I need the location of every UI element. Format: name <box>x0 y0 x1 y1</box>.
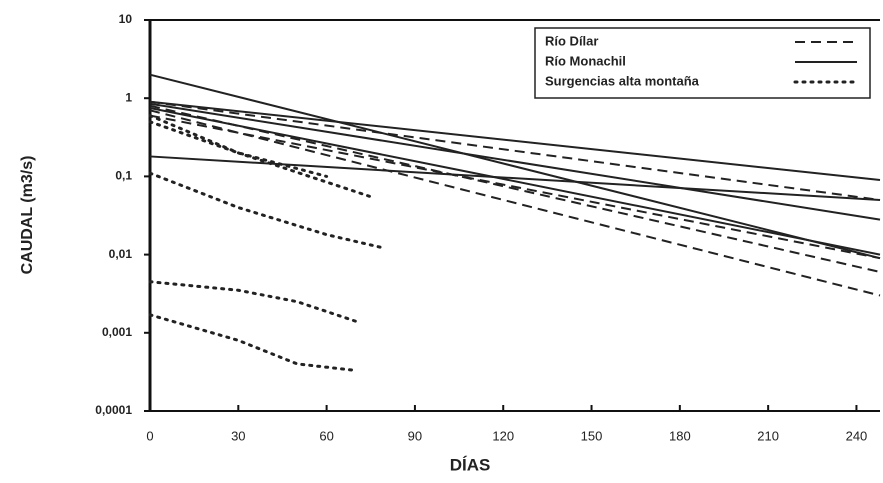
y-tick-label: 0,1 <box>115 169 132 183</box>
y-tick-label: 0,001 <box>102 325 132 339</box>
y-tick-label: 1 <box>125 90 132 104</box>
series-line <box>149 106 881 256</box>
series-line <box>149 155 881 201</box>
legend-label: Río Dílar <box>545 33 598 48</box>
x-tick-label: 180 <box>669 428 691 443</box>
x-tick-label: 120 <box>492 428 514 443</box>
series-line <box>149 102 881 221</box>
x-tick-label: 30 <box>231 428 245 443</box>
series-line <box>148 171 387 250</box>
legend-label: Río Monachil <box>545 53 626 68</box>
series-line <box>149 109 881 297</box>
y-tick-label: 0,0001 <box>95 403 132 417</box>
series-line <box>149 114 881 260</box>
series-line <box>148 120 329 178</box>
series-line <box>148 313 358 372</box>
y-axis-label: CAUDAL (m3/s) <box>19 156 36 275</box>
x-tick-label: 240 <box>846 428 868 443</box>
x-tick-label: 150 <box>581 428 603 443</box>
y-tick-label: 0,01 <box>109 247 133 261</box>
x-tick-label: 90 <box>408 428 422 443</box>
x-axis-label: DÍAS <box>450 455 491 474</box>
y-tick-label: 10 <box>119 12 133 26</box>
series-line <box>148 114 373 199</box>
series-line <box>149 100 881 181</box>
x-tick-label: 210 <box>757 428 779 443</box>
series-line <box>148 280 358 323</box>
series-line <box>149 104 881 273</box>
series-line <box>149 100 881 201</box>
series-line <box>149 73 881 260</box>
x-tick-label: 0 <box>146 428 153 443</box>
x-tick-label: 60 <box>319 428 333 443</box>
legend-label: Surgencias alta montaña <box>545 73 700 88</box>
